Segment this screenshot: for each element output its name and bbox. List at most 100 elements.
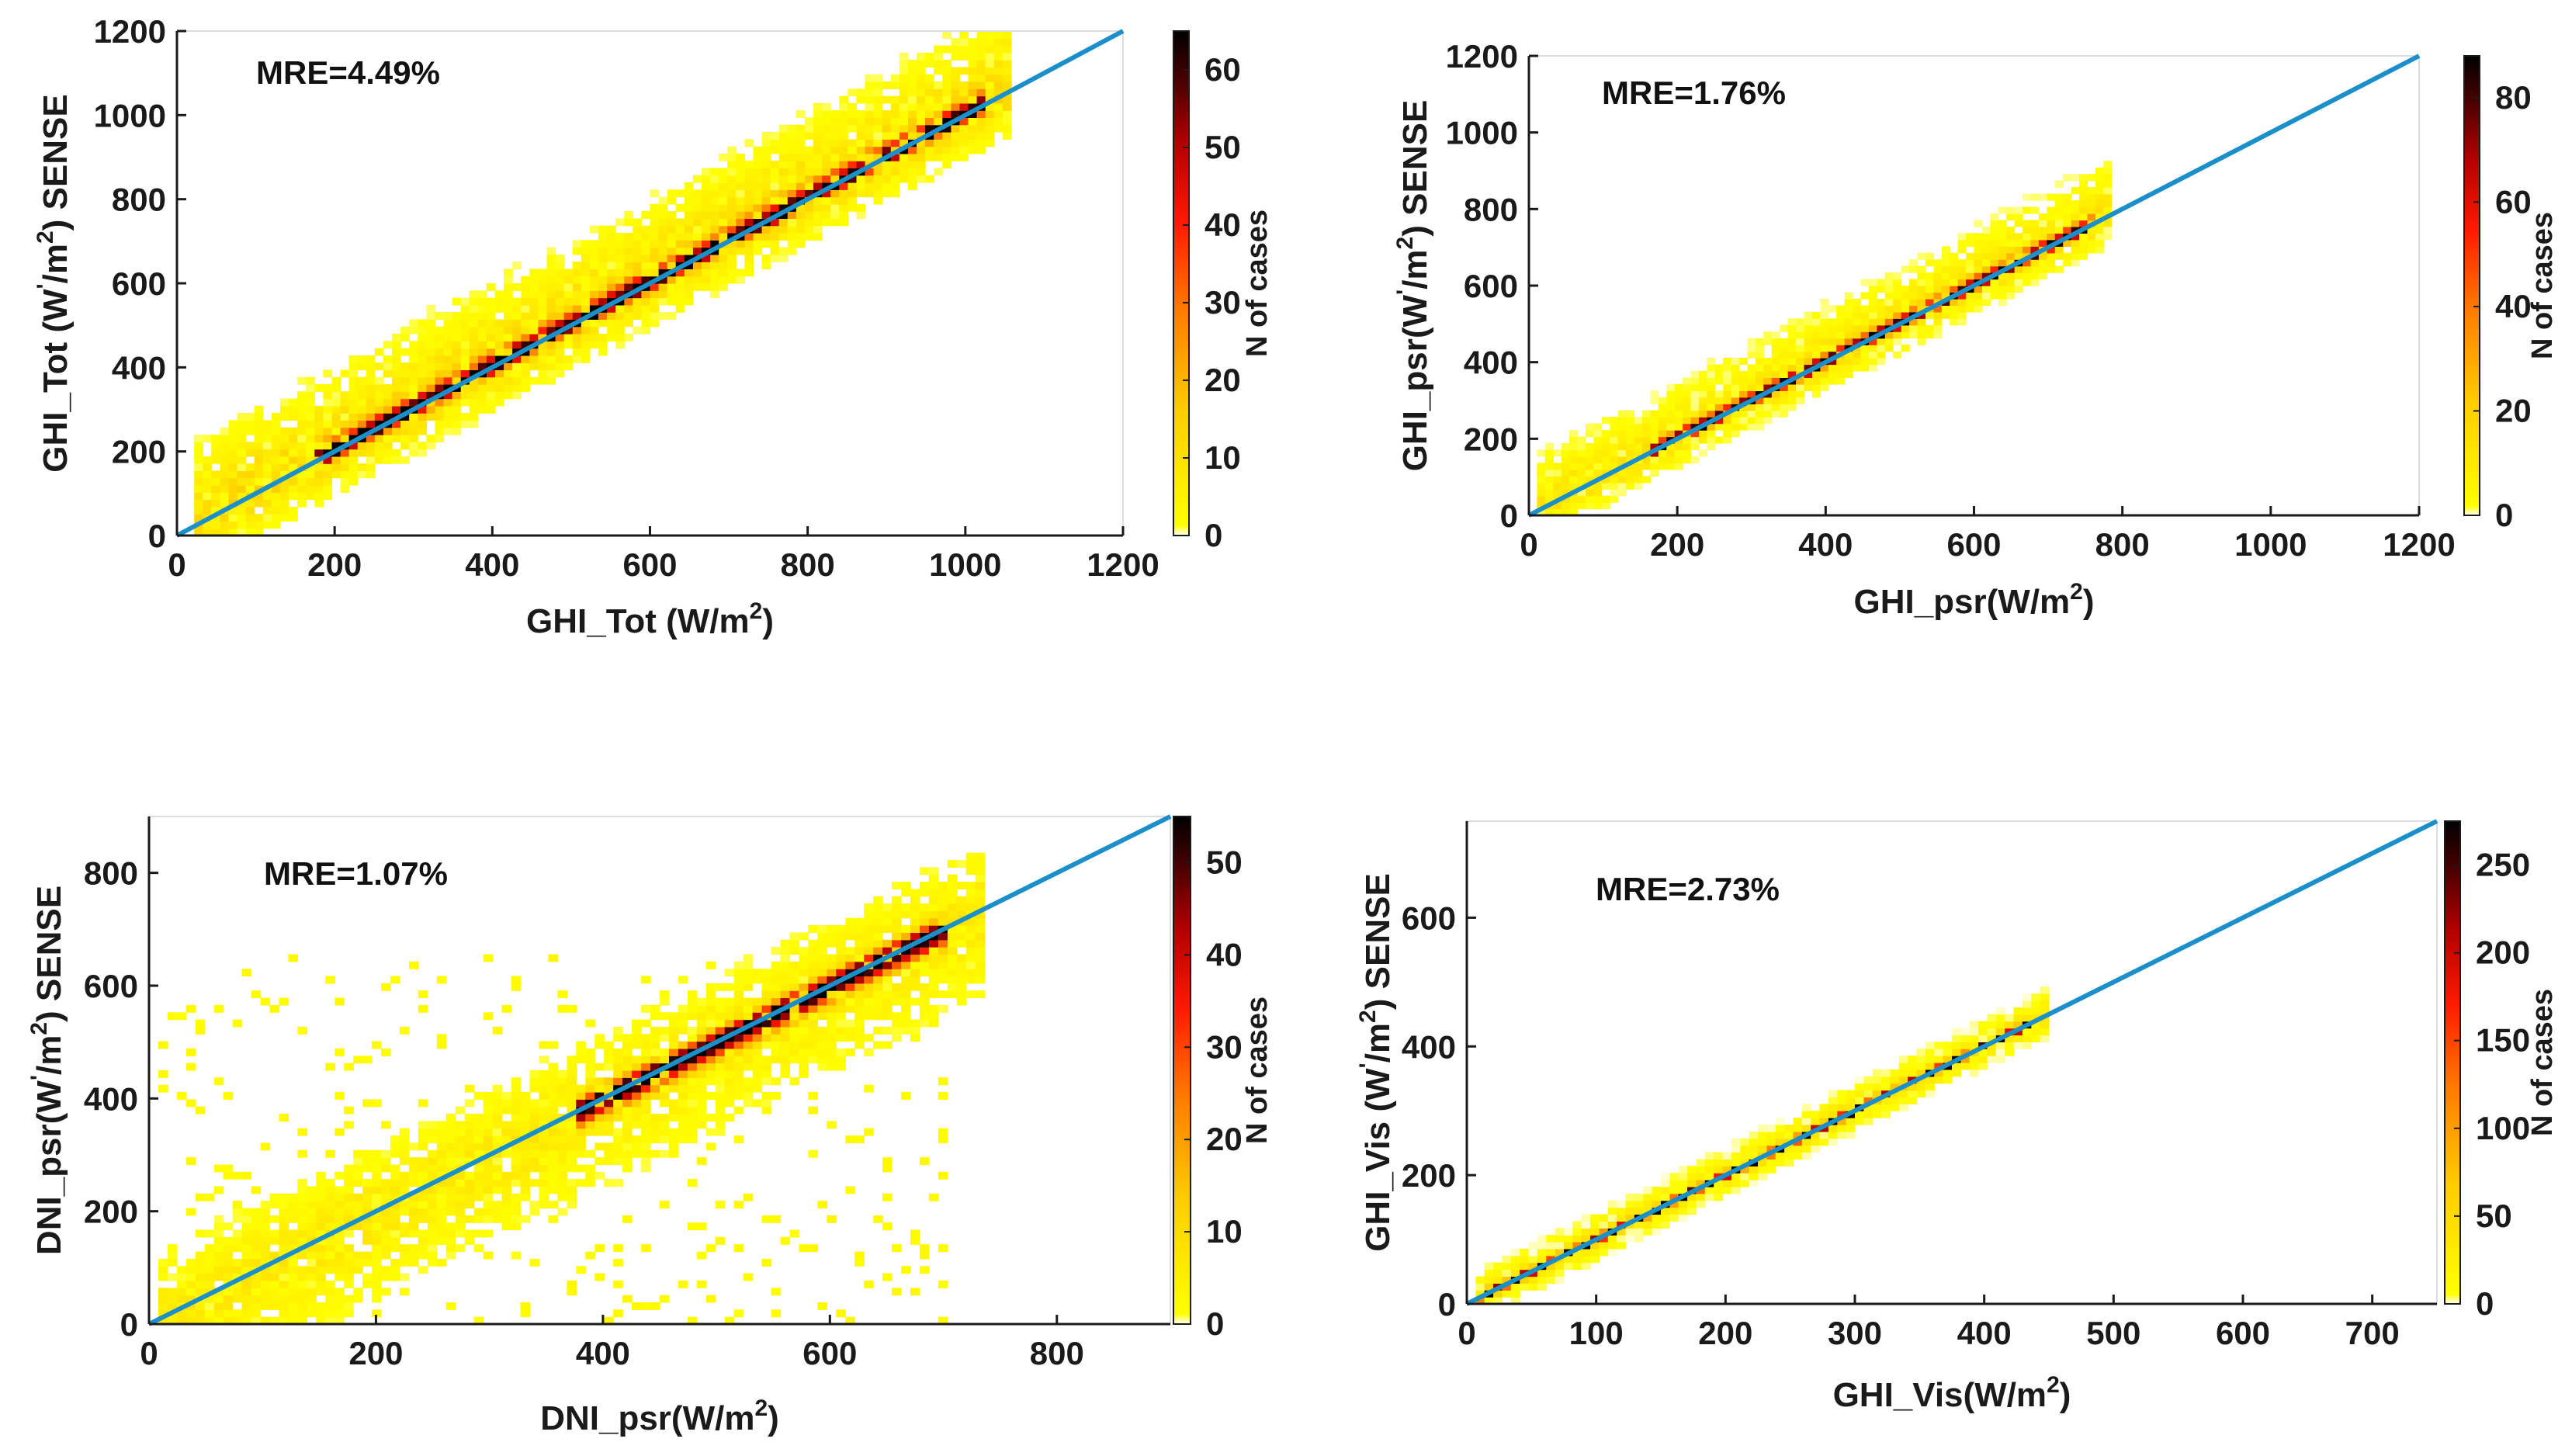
heatmap-cell [934,146,943,154]
heatmap-cell [632,1034,642,1042]
heatmap-cell [400,1251,410,1260]
heatmap-cell [1520,1248,1530,1257]
heatmap-cell [752,1084,763,1093]
heatmap-cell [194,435,203,442]
heatmap-cell [702,175,711,183]
heatmap-cell [581,348,591,356]
heatmap-cell [1868,358,1877,366]
heatmap-cell [839,146,848,154]
heatmap-cell [511,1121,522,1129]
heatmap-cell [348,420,359,428]
heatmap-cell [624,304,633,313]
heatmap-cell [1555,1248,1565,1257]
heatmap-cell [615,240,625,248]
heatmap-cell [271,492,281,501]
heatmap-cell [483,1106,494,1115]
heatmap-cell [452,398,462,407]
heatmap-cell [827,954,837,962]
heatmap-cell [1722,1152,1732,1160]
heatmap-cell [353,1266,363,1274]
heatmap-cell [594,1273,605,1281]
heatmap-cell [213,1273,224,1281]
heatmap-cell [546,326,556,335]
heatmap-cell [604,1114,614,1121]
heatmap-cell [1537,469,1546,477]
heatmap-cell [372,1186,382,1194]
heatmap-cell [669,1063,679,1071]
heatmap-cell [920,867,930,875]
heatmap-cell [288,1215,299,1223]
heatmap-cell [381,1215,391,1223]
heatmap-cell [607,319,616,328]
heatmap-cell [409,420,418,428]
heatmap-cell [538,297,548,306]
heatmap-cell [452,341,462,349]
heatmap-cell [185,1273,196,1281]
heatmap-cell [1974,233,1983,241]
heatmap-cell [1941,259,1950,267]
heatmap-cell [344,1164,354,1173]
heatmap-cell [1787,318,1797,326]
heatmap-cell [314,442,324,450]
heatmap-cell [504,304,513,313]
heatmap-cell [1780,358,1789,366]
heatmap-cell [262,506,272,515]
heatmap-cell [658,276,668,284]
heatmap-cell [778,189,789,198]
heatmap-cell [511,1128,522,1136]
heatmap-cell [297,1186,307,1194]
heatmap-cell [669,1041,679,1049]
heatmap-cell [340,449,350,457]
heatmap-cell [976,38,986,47]
heatmap-cell [288,1258,299,1267]
heatmap-cell [854,1019,865,1028]
heatmap-cell [1872,1076,1882,1084]
heatmap-cell [1987,1028,1997,1036]
heatmap-cell [658,218,668,227]
heatmap-cell [297,1309,307,1318]
heatmap-cell [1678,1173,1688,1180]
heatmap-cell [185,1208,196,1216]
heatmap-cell [753,153,763,161]
heatmap-cell [427,1135,438,1143]
heatmap-cell [696,1084,707,1093]
heatmap-cell [692,240,702,248]
heatmap-cell [719,153,728,161]
heatmap-cell [1846,1125,1856,1132]
heatmap-cell [436,1142,447,1151]
heatmap-cell [390,1186,400,1194]
heatmap-cell [362,1229,373,1238]
heatmap-cell [1998,252,2007,260]
heatmap-cell [213,1316,224,1325]
heatmap-cell [1981,286,1991,293]
heatmap-cell [348,456,359,464]
heatmap-cell [845,1026,855,1035]
heatmap-cell [604,1179,614,1187]
heatmap-cell [521,334,530,341]
heatmap-cell [1002,74,1012,82]
heatmap-cell [882,947,893,955]
heatmap-cell [1661,1180,1670,1187]
heatmap-cell [607,312,616,320]
heatmap-cell [297,485,307,493]
y-tick-label: 600 [84,968,138,1004]
heatmap-cell [938,954,948,962]
heatmap-cell [771,1215,782,1223]
heatmap-cell [1561,502,1570,510]
heatmap-cell [771,1012,782,1021]
heatmap-cell [696,1222,707,1231]
heatmap-cell [622,1114,633,1121]
heatmap-cell [1758,1159,1767,1167]
heatmap-cell [1925,252,1934,260]
heatmap-cell [607,262,616,269]
y-axis-title: GHI_psr(W'/m2) SENSE [1392,100,1434,472]
heatmap-cell [316,1229,326,1238]
heatmap-cell [2006,272,2016,280]
heatmap-cell [1941,252,1950,260]
heatmap-cell [715,1056,726,1064]
x-tick-label: 200 [1650,526,1704,563]
heatmap-cell [204,1295,215,1303]
heatmap-cell [2095,187,2104,195]
heatmap-cell [864,947,874,955]
heatmap-cell [492,1171,503,1180]
